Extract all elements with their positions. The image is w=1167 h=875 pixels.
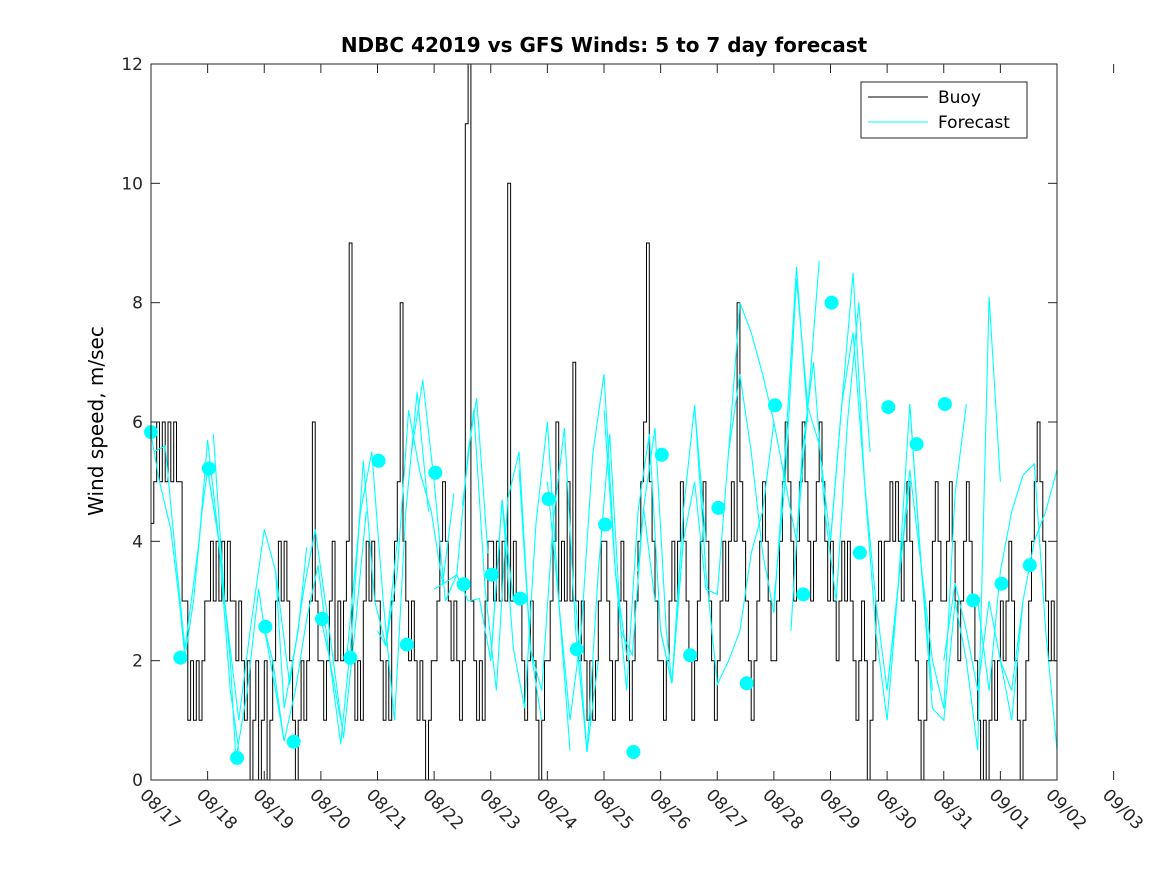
forecast-marker bbox=[796, 587, 811, 602]
forecast-marker bbox=[456, 577, 471, 592]
legend: Buoy Forecast bbox=[860, 81, 1028, 139]
forecast-line bbox=[263, 565, 342, 742]
forecast-marker bbox=[371, 453, 386, 468]
forecast-marker bbox=[201, 461, 216, 476]
x-tick-label: 08/24 bbox=[532, 785, 581, 834]
forecast-line bbox=[728, 266, 809, 614]
forecast-line bbox=[739, 260, 820, 542]
x-tick-label: 08/23 bbox=[475, 785, 524, 834]
x-tick-label: 08/17 bbox=[135, 785, 184, 834]
forecast-marker bbox=[909, 437, 924, 452]
forecast-marker bbox=[343, 650, 358, 665]
legend-forecast-label: Forecast bbox=[938, 113, 1010, 133]
y-axis-label: Wind speed, m/sec bbox=[84, 326, 108, 516]
forecast-marker bbox=[739, 676, 754, 691]
forecast-marker-layer bbox=[144, 295, 1037, 765]
forecast-marker bbox=[966, 593, 981, 608]
forecast-line bbox=[909, 296, 1001, 751]
forecast-line bbox=[637, 405, 707, 684]
x-tick-label: 08/25 bbox=[588, 785, 637, 834]
forecast-marker bbox=[258, 619, 273, 634]
x-tick-label: 08/18 bbox=[192, 785, 241, 834]
y-tick-label: 0 bbox=[132, 771, 143, 791]
forecast-marker bbox=[428, 465, 443, 480]
forecast-marker bbox=[173, 650, 188, 665]
legend-buoy-label: Buoy bbox=[938, 88, 981, 108]
forecast-marker bbox=[513, 591, 528, 606]
forecast-line bbox=[207, 469, 285, 760]
forecast-marker bbox=[824, 295, 839, 310]
x-tick-label: 08/21 bbox=[362, 785, 411, 834]
y-tick-label: 6 bbox=[132, 413, 143, 433]
x-tick-label: 08/19 bbox=[249, 785, 298, 834]
forecast-marker bbox=[569, 642, 584, 657]
forecast-marker bbox=[1022, 558, 1037, 573]
forecast-series-layer bbox=[150, 260, 1058, 760]
plot-area bbox=[151, 64, 1057, 780]
forecast-marker bbox=[994, 576, 1009, 591]
buoy-line bbox=[151, 63, 1057, 781]
forecast-marker bbox=[484, 567, 499, 582]
forecast-line bbox=[410, 380, 489, 602]
x-tick-label: 09/03 bbox=[1098, 785, 1147, 834]
x-tick-label: 08/29 bbox=[815, 785, 864, 834]
x-tick-label: 08/26 bbox=[645, 785, 694, 834]
x-tick-label: 08/20 bbox=[305, 785, 354, 834]
chart-title: NDBC 42019 vs GFS Winds: 5 to 7 day fore… bbox=[341, 33, 868, 57]
y-tick-label: 2 bbox=[132, 652, 143, 672]
forecast-line bbox=[153, 439, 240, 751]
forecast-marker bbox=[683, 648, 698, 663]
forecast-line bbox=[660, 302, 741, 684]
forecast-marker bbox=[598, 517, 613, 532]
forecast-line bbox=[345, 392, 430, 721]
x-tick-label: 08/31 bbox=[928, 785, 977, 834]
forecast-line bbox=[694, 405, 775, 687]
legend-box bbox=[860, 81, 1028, 139]
x-tick-label: 09/02 bbox=[1041, 785, 1090, 834]
forecast-marker bbox=[541, 492, 556, 506]
forecast-line bbox=[377, 410, 455, 648]
x-tick-label: 08/28 bbox=[758, 785, 807, 834]
forecast-line bbox=[490, 421, 571, 751]
forecast-marker bbox=[399, 637, 414, 652]
forecast-marker bbox=[852, 545, 867, 560]
y-tick-label: 4 bbox=[132, 532, 143, 552]
forecast-marker bbox=[768, 398, 782, 413]
forecast-line bbox=[275, 511, 367, 739]
forecast-marker bbox=[711, 500, 726, 515]
x-tick-label: 08/22 bbox=[419, 785, 468, 834]
forecast-marker bbox=[881, 400, 896, 415]
buoy-series-layer bbox=[151, 63, 1057, 781]
y-tick-label: 8 bbox=[132, 294, 143, 314]
forecast-marker bbox=[626, 745, 641, 759]
forecast-marker bbox=[315, 611, 329, 626]
forecast-marker bbox=[937, 397, 952, 412]
forecast-marker bbox=[286, 734, 301, 749]
x-tick-label: 08/30 bbox=[872, 785, 921, 834]
y-axis: 0 2 4 6 8 10 12 bbox=[121, 55, 1057, 791]
y-tick-label: 12 bbox=[121, 55, 143, 75]
y-tick-label: 10 bbox=[121, 174, 143, 194]
forecast-line bbox=[886, 404, 967, 709]
forecast-line bbox=[790, 302, 871, 631]
forecast-line bbox=[977, 462, 1058, 751]
forecast-marker bbox=[654, 447, 669, 462]
forecast-marker bbox=[230, 750, 245, 765]
x-tick-label: 08/27 bbox=[702, 785, 751, 834]
x-tick-label: 09/01 bbox=[985, 785, 1034, 834]
